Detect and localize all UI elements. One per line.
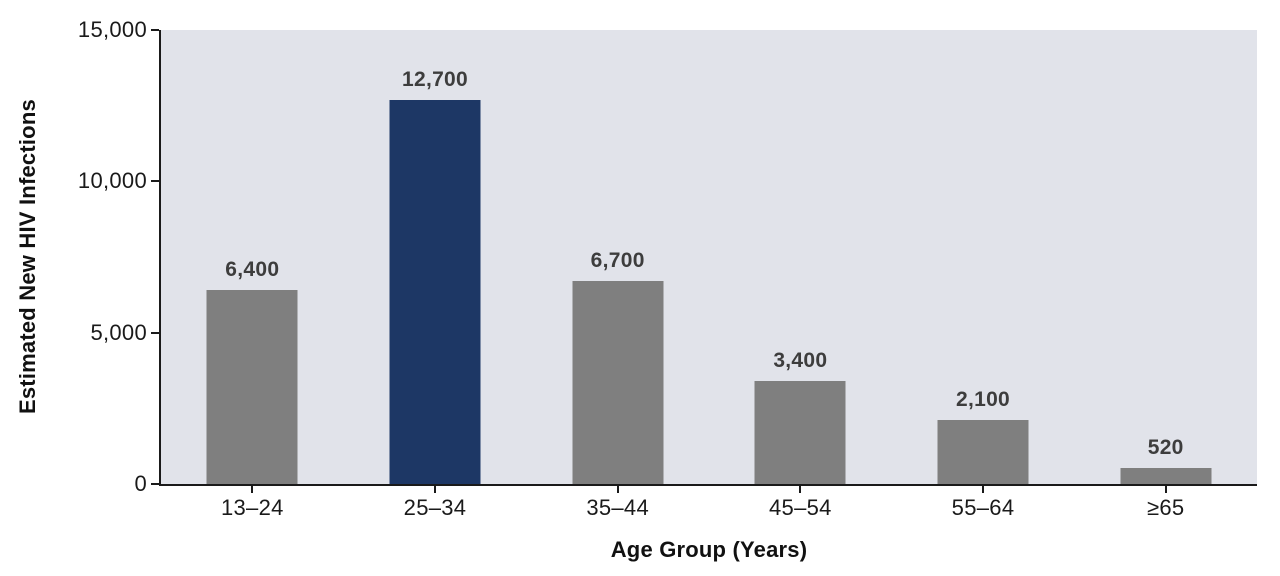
x-tick-label: 45–54 <box>769 495 832 520</box>
bar-value-label: 6,400 <box>225 258 280 282</box>
x-tick-mark <box>434 486 436 493</box>
y-axis-line <box>159 30 161 486</box>
x-labels: 13–24 25–34 35–44 45–54 55–64 ≥65 <box>161 495 1257 521</box>
plot-area <box>161 30 1257 484</box>
x-tick-slot <box>709 486 892 494</box>
y-tick-label: 5,000 <box>90 319 147 345</box>
x-tick-mark <box>616 486 619 493</box>
x-tick-label: ≥65 <box>1146 495 1185 520</box>
bar-value-label: 520 <box>1147 436 1184 460</box>
bar <box>937 420 1029 484</box>
bar-slot: 6,700 <box>526 30 709 484</box>
y-tick-label: 10,000 <box>77 168 147 194</box>
x-tick-mark <box>251 486 254 493</box>
y-tick-label: 0 <box>134 471 147 496</box>
x-tick-label: 35–44 <box>586 495 650 520</box>
bars: 6,400 12,700 6,700 3,400 2,100 520 <box>161 30 1257 484</box>
x-tick-label: 55–64 <box>951 495 1015 520</box>
x-tick-mark <box>982 486 985 493</box>
bar-slot: 3,400 <box>709 30 892 484</box>
bar <box>206 290 298 484</box>
y-tick-label: 15,000 <box>77 17 147 42</box>
x-tick-slot <box>344 486 527 494</box>
y-tick-mark <box>151 483 159 485</box>
y-axis-ticks: 0 5,000 10,000 15,000 <box>0 18 161 496</box>
x-tick-slot <box>526 486 709 494</box>
bar <box>1120 468 1212 484</box>
bar-slot: 2,100 <box>892 30 1075 484</box>
x-tick-label: 13–24 <box>220 495 284 520</box>
bar <box>572 281 664 484</box>
bar-slot: 12,700 <box>344 30 527 484</box>
bar-value-label: 2,100 <box>955 388 1011 412</box>
bar-value-label: 6,700 <box>590 249 645 273</box>
x-ticks <box>161 486 1257 494</box>
y-tick-mark <box>151 180 159 183</box>
bar-slot: 6,400 <box>161 30 344 484</box>
x-tick-mark <box>1164 486 1167 493</box>
x-tick-mark <box>799 486 802 493</box>
bar-value-label: 3,400 <box>773 349 828 373</box>
y-tick-mark <box>151 29 159 31</box>
x-axis-title: Age Group (Years) <box>610 537 808 562</box>
bar <box>389 99 481 484</box>
x-tick-slot <box>892 486 1075 494</box>
bar <box>754 381 846 484</box>
x-axis-line <box>159 484 1257 486</box>
x-tick-slot <box>161 486 344 494</box>
x-tick-label: 25–34 <box>403 495 467 520</box>
bar-value-label: 12,700 <box>401 67 469 91</box>
y-tick-mark <box>151 331 159 334</box>
x-tick-slot <box>1074 486 1257 494</box>
bar-slot: 520 <box>1074 30 1257 484</box>
